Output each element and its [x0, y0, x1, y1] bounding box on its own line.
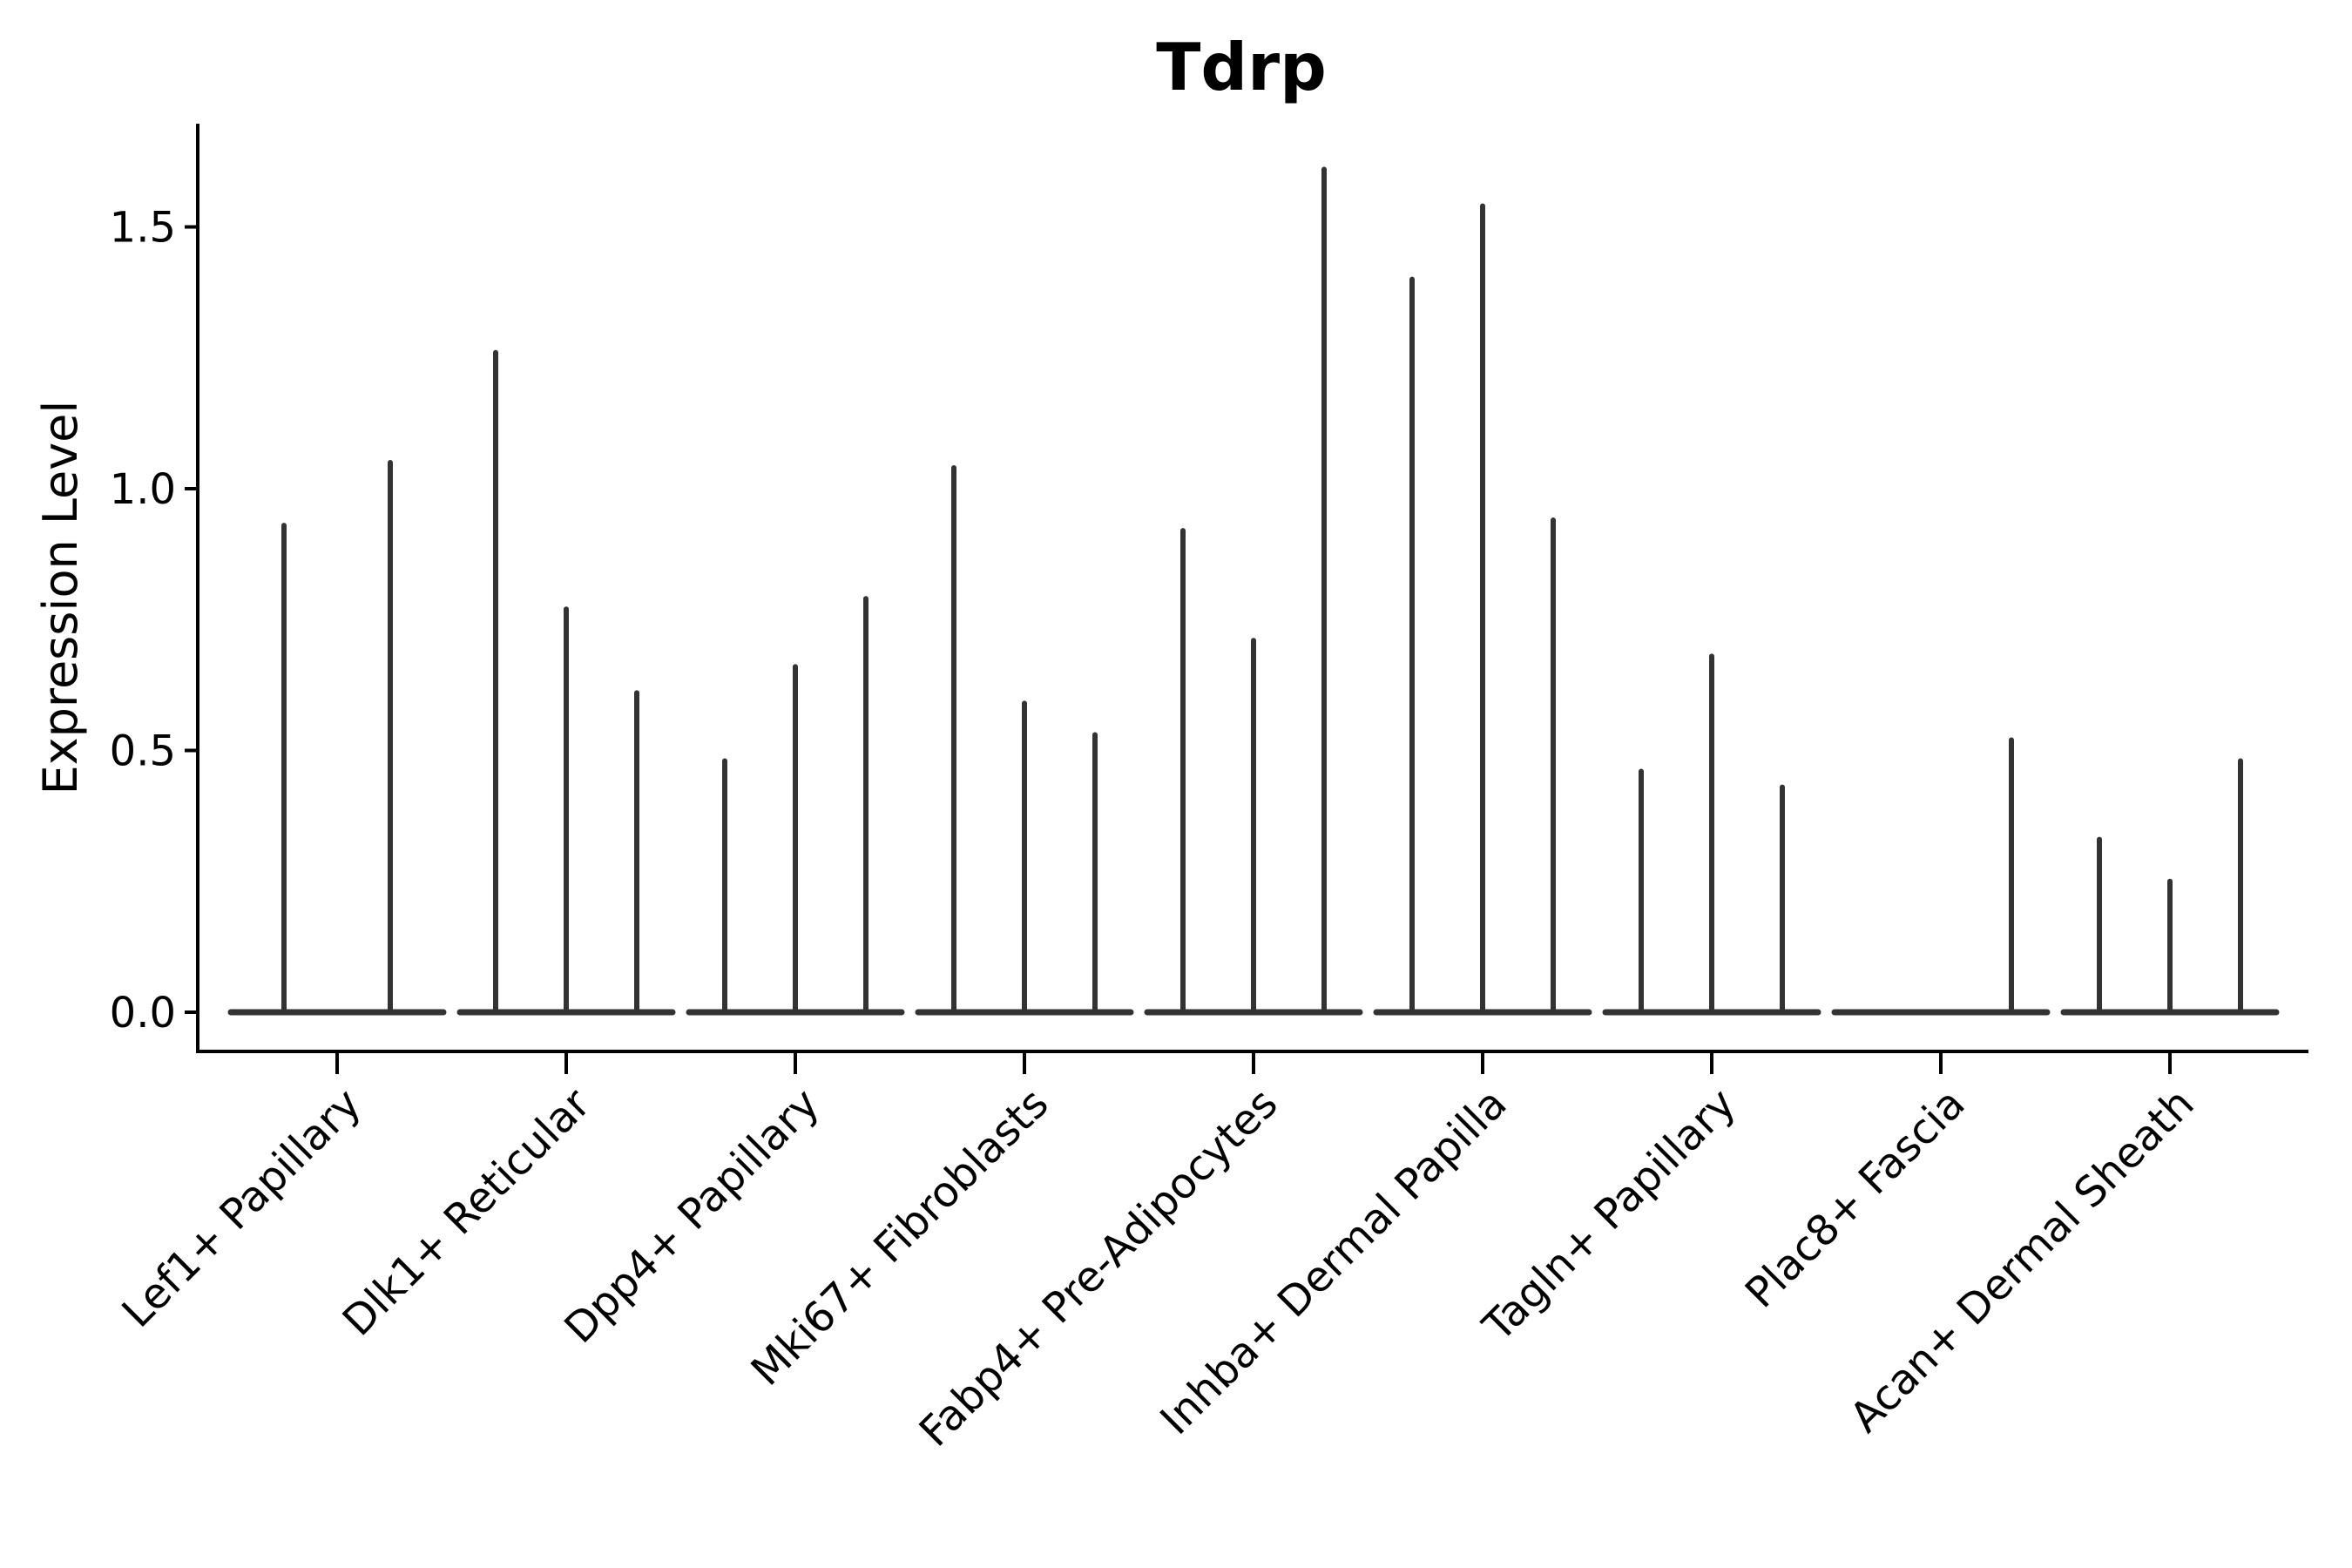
y-tick-label: 1.0 — [110, 465, 176, 514]
x-tick-label: Dpp4+ Papillary — [555, 1079, 828, 1353]
x-tick-label: Lef1+ Papillary — [113, 1079, 371, 1337]
x-tick-label: Dlk1+ Reticular — [334, 1079, 600, 1346]
y-tick-label: 1.5 — [110, 204, 176, 253]
chart-title: Tdrp — [1156, 29, 1327, 105]
x-tick-label: Tagln+ Papillary — [1473, 1079, 1745, 1351]
y-tick-label: 0.5 — [110, 727, 176, 776]
x-tick-label: Plac8+ Fascia — [1736, 1079, 1975, 1318]
violins-layer — [227, 166, 2280, 1016]
y-tick-label: 0.0 — [110, 989, 176, 1037]
y-axis-label: Expression Level — [33, 401, 88, 795]
